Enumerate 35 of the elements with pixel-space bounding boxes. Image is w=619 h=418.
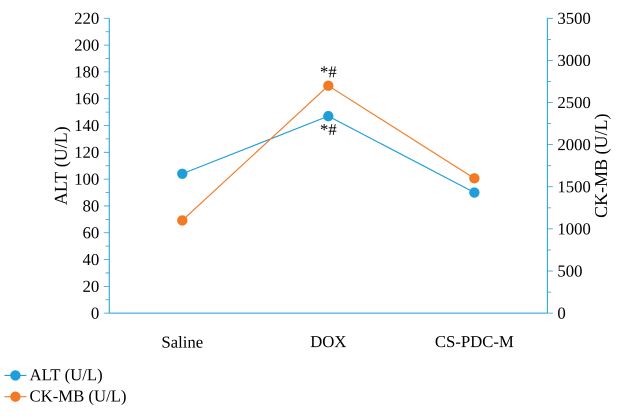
y-tick-label: 120 xyxy=(76,146,99,158)
y2-tick-label: 3000 xyxy=(558,54,590,66)
y2-tick-label: 0 xyxy=(558,307,566,319)
y-tick-label: 0 xyxy=(92,307,99,319)
y-axis-title: ALT (U/L) xyxy=(54,127,71,205)
y-tick-label: 160 xyxy=(76,93,99,104)
y-tick-label: 60 xyxy=(83,227,99,238)
point xyxy=(177,168,188,179)
legend-label: ALT (U/L) xyxy=(30,368,102,384)
y-tick-label: 80 xyxy=(83,200,99,212)
point xyxy=(469,173,480,184)
x-tick-label: Saline xyxy=(162,336,203,348)
legend-label: CK-MB (U/L) xyxy=(30,390,126,405)
point xyxy=(469,187,480,198)
y2-tick-label: 500 xyxy=(558,265,582,277)
point xyxy=(323,110,334,122)
y-tick-label: 100 xyxy=(76,173,99,185)
x-tick-label: CS-PDC-M xyxy=(436,336,514,348)
annotation: *# xyxy=(320,124,336,135)
y-tick-label: 20 xyxy=(83,280,99,292)
y2-tick-label: 2500 xyxy=(558,96,590,108)
y2-tick-label: 2000 xyxy=(558,138,590,150)
y2-axis-title: CK-MB (U/L) xyxy=(594,114,611,218)
y-tick-label: 140 xyxy=(76,120,99,132)
y-tick-label: 220 xyxy=(74,12,99,24)
point xyxy=(323,80,334,91)
y2-tick-label: 1500 xyxy=(558,181,590,192)
y2-tick-label: 3500 xyxy=(558,12,590,24)
point xyxy=(177,215,188,226)
y-tick-label: 180 xyxy=(76,66,99,78)
x-tick-label: DOX xyxy=(310,336,346,348)
annotation: *# xyxy=(320,66,336,78)
y-tick-label: 200 xyxy=(74,39,99,51)
y2-tick-label: 1000 xyxy=(558,223,590,234)
y-tick-label: 40 xyxy=(82,254,99,266)
